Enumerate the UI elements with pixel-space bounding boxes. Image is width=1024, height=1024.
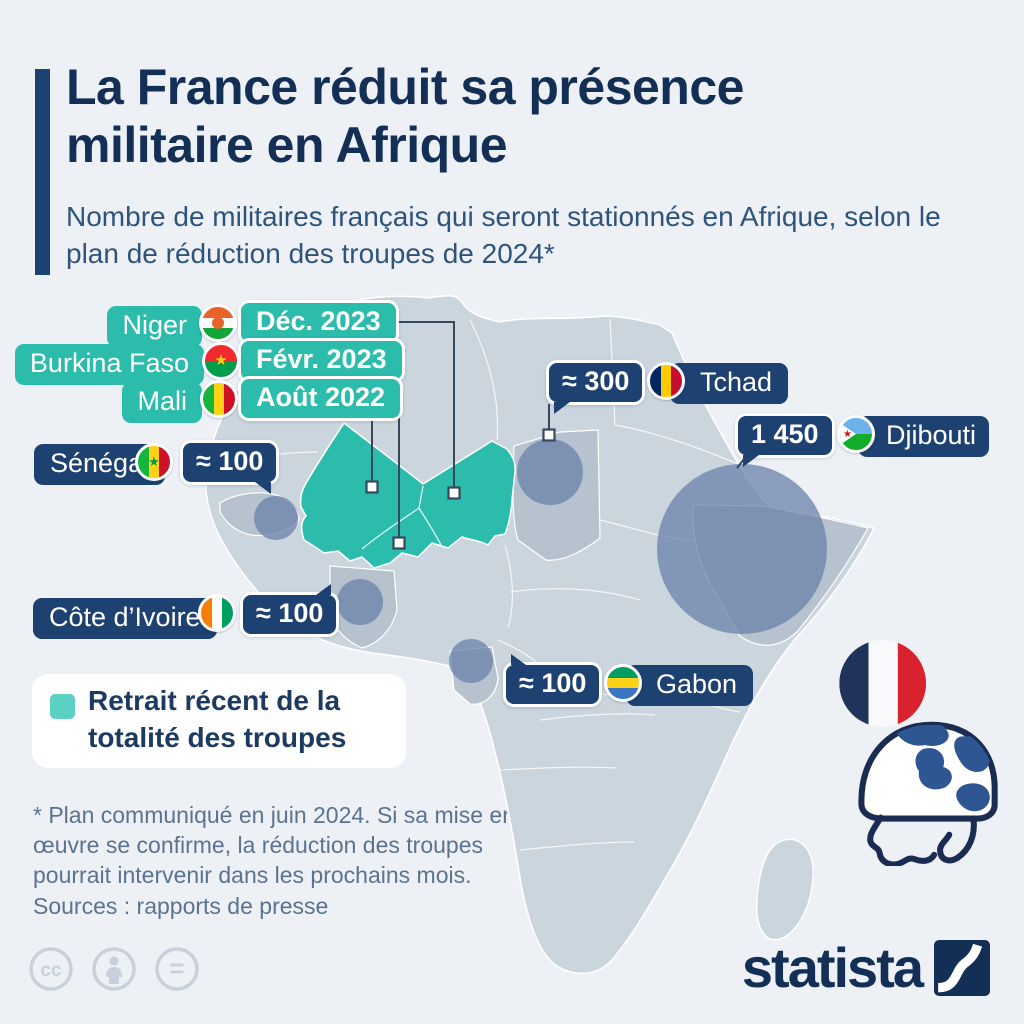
mali-flag-icon: [200, 380, 238, 418]
bubble-djibouti: [657, 464, 827, 634]
sources: Sources : rapports de presse: [33, 893, 329, 919]
marker-tchad: [542, 428, 556, 442]
burkina-faso-flag-icon: [202, 342, 240, 380]
cote-divoire-flag-icon: [198, 594, 236, 632]
withdrawal-label-mali: Mali: [122, 382, 202, 423]
troops-value-senegal: ≈ 100: [180, 440, 280, 494]
troops-label-djibouti: Djibouti: [858, 416, 990, 457]
page-title: La France réduit sa présence militaire e…: [66, 58, 744, 174]
gabon-flag-icon: [604, 664, 642, 702]
svg-text:cc: cc: [40, 960, 62, 981]
troops-label-tchad: Tchad: [670, 363, 789, 404]
withdrawal-region: [299, 422, 516, 569]
french-helmet-illustration: [839, 640, 998, 866]
djibouti-flag-icon: [837, 415, 875, 453]
title-accent-bar: [35, 69, 50, 275]
bubble-cote-divoire: [337, 579, 383, 625]
title-line-2: militaire en Afrique: [66, 117, 508, 173]
troops-value-djibouti: 1 450: [735, 413, 835, 467]
person-icon[interactable]: [91, 946, 137, 992]
troops-value-tchad: ≈ 300: [546, 360, 646, 414]
soldier-face-outline: [867, 814, 938, 866]
title-line-1: La France réduit sa présence: [66, 59, 744, 115]
troops-label-gabon: Gabon: [626, 665, 754, 706]
legend: Retrait récent de la totalité des troupe…: [32, 674, 406, 768]
footnote: * Plan communiqué en juin 2024. Si sa mi…: [33, 802, 516, 888]
withdrawal-label-niger: Niger: [107, 306, 202, 347]
marker-niger: [447, 486, 461, 500]
connector-niger: [380, 321, 455, 491]
withdrawal-label-burkina-faso: Burkina Faso: [14, 344, 204, 385]
france-flag-icon: [839, 640, 927, 727]
tchad-flag-icon: [647, 362, 685, 400]
license-icons[interactable]: cc =: [28, 946, 200, 992]
equals-icon[interactable]: =: [154, 946, 200, 992]
marker-burkina: [392, 536, 406, 550]
senegal-flag-icon: [135, 443, 173, 481]
statista-logo[interactable]: statista: [742, 940, 990, 996]
bubble-senegal: [254, 496, 298, 540]
svg-text:=: =: [169, 953, 184, 983]
niger-flag-icon: [199, 304, 237, 342]
marker-mali: [365, 480, 379, 494]
withdrawal-date-niger: Déc. 2023: [238, 300, 399, 345]
troops-value-gabon: ≈ 100: [503, 654, 603, 707]
withdrawal-date-burkina-faso: Févr. 2023: [238, 338, 405, 383]
statista-logo-text: statista: [741, 936, 924, 999]
withdrawal-date-mali: Août 2022: [238, 376, 404, 421]
cc-icon[interactable]: cc: [28, 946, 74, 992]
helmet-strap: [937, 815, 977, 864]
legend-label: Retrait récent de la totalité des troupe…: [88, 685, 347, 753]
troops-value-cote-divoire: ≈ 100: [240, 584, 340, 637]
legend-swatch: [50, 694, 75, 719]
madagascar: [756, 838, 814, 941]
statista-logo-mark: [934, 940, 990, 996]
troops-label-cote-divoire: Côte d’Ivoire: [33, 598, 217, 639]
bubble-gabon: [449, 639, 493, 683]
bubble-tchad: [517, 439, 583, 505]
page-subtitle: Nombre de militaires français qui seront…: [66, 201, 941, 269]
